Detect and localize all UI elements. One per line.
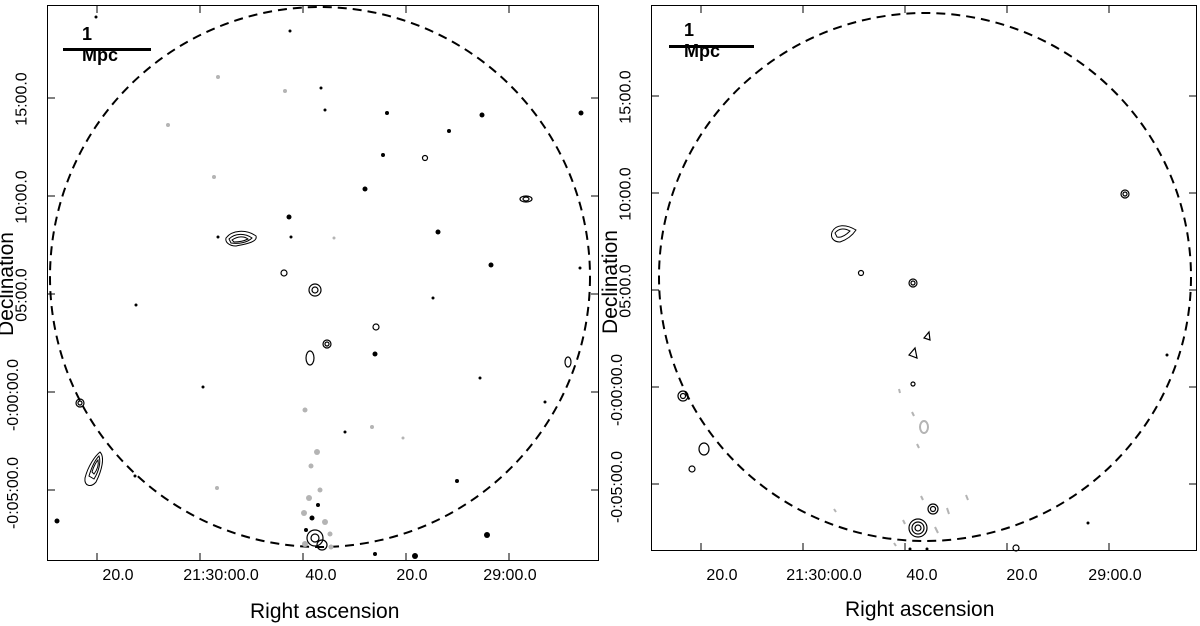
left-ticks — [47, 5, 599, 561]
right-scale-label: 1 Mpc — [684, 20, 720, 61]
left-point-sources — [54, 15, 584, 559]
right-ticks — [651, 5, 1197, 551]
right-x-tick-2: 40.0 — [906, 567, 938, 584]
left-x-tick-2: 40.0 — [305, 567, 337, 584]
left-scale-bar — [63, 48, 151, 51]
right-y-tick-4: -0:05:00.0 — [609, 450, 627, 524]
left-x-tick-1: 21:30:00.0 — [183, 567, 259, 584]
right-field-circle — [658, 12, 1192, 542]
right-plot-frame — [651, 5, 1197, 551]
left-plot-frame — [47, 5, 599, 561]
right-extended-source — [831, 225, 857, 243]
left-compact-sources — [75, 154, 572, 551]
right-scale-bar — [669, 45, 754, 48]
right-y-tick-3: -0:00:00.0 — [609, 353, 627, 427]
right-negative-contours — [833, 388, 969, 547]
right-x-tick-3: 20.0 — [1006, 567, 1038, 584]
left-x-tick-3: 20.0 — [396, 567, 428, 584]
right-x-tick-4: 29:00.0 — [1088, 567, 1142, 584]
right-x-axis-title: Right ascension — [845, 598, 995, 621]
right-x-tick-0: 20.0 — [706, 567, 738, 584]
right-x-tick-1: 21:30:00.0 — [786, 567, 862, 584]
left-x-tick-0: 20.0 — [102, 567, 134, 584]
left-x-axis-title: Right ascension — [250, 600, 400, 623]
right-y-tick-1: 10:00.0 — [617, 167, 635, 221]
left-negative-contours — [166, 75, 405, 550]
right-point-sources — [908, 353, 1169, 551]
left-southwest-source — [84, 451, 104, 486]
left-field-circle — [49, 6, 591, 548]
right-compact-sources — [677, 189, 1130, 552]
left-x-tick-4: 29:00.0 — [483, 567, 537, 584]
left-extended-source — [225, 230, 257, 247]
right-y-tick-0: 15:00.0 — [617, 70, 635, 124]
right-y-axis-title: Declination — [598, 230, 622, 334]
